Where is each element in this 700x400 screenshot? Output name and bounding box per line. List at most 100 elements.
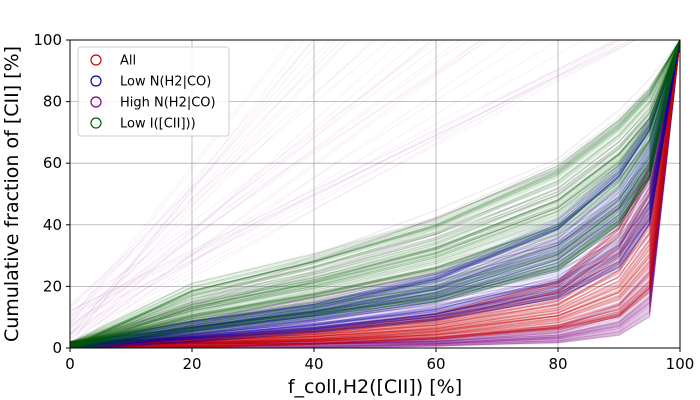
- curve-line: [70, 40, 680, 347]
- curve-line: [70, 40, 680, 346]
- curve-line: [70, 40, 680, 344]
- curve-line: [70, 40, 680, 348]
- curve-line: [70, 40, 680, 348]
- curve-line: [70, 40, 680, 344]
- legend-label: All: [120, 54, 136, 69]
- outlier-line: [70, 40, 637, 322]
- curve-line: [70, 40, 680, 348]
- outlier-line: [70, 40, 349, 328]
- curve-line: [70, 40, 680, 348]
- curve-line: [70, 40, 680, 348]
- curve-line: [70, 40, 680, 343]
- curve-line: [70, 40, 680, 348]
- curve-line: [70, 40, 680, 348]
- curve-line: [70, 40, 680, 348]
- curve-line: [70, 40, 680, 344]
- curve-line: [70, 40, 680, 348]
- curve-line: [70, 40, 680, 348]
- curve-line: [70, 40, 680, 348]
- curve-line: [70, 40, 680, 345]
- outlier-line: [70, 40, 619, 336]
- curve-line: [70, 40, 680, 343]
- curve-line: [70, 40, 680, 343]
- curve-line: [70, 40, 680, 347]
- curve-line: [70, 40, 680, 348]
- curve-line: [70, 40, 680, 343]
- curve-line: [70, 40, 680, 347]
- curve-line: [70, 40, 680, 348]
- curve-line: [70, 40, 680, 345]
- curve-line: [70, 40, 680, 348]
- outlier-curves: [70, 40, 637, 348]
- curve-line: [70, 40, 680, 343]
- curve-line: [70, 40, 680, 346]
- curve-line: [70, 40, 680, 347]
- curve-line: [70, 40, 680, 347]
- curve-line: [70, 40, 680, 348]
- curve-line: [70, 40, 680, 348]
- curve-line: [70, 40, 680, 346]
- curve-line: [70, 40, 680, 344]
- curve-line: [70, 40, 680, 348]
- curve-line: [70, 40, 680, 347]
- x-tick-label: 0: [65, 355, 75, 373]
- curve-line: [70, 40, 680, 345]
- curve-line: [70, 40, 680, 345]
- curve-line: [70, 40, 680, 348]
- curve-line: [70, 40, 680, 344]
- curve-line: [70, 40, 680, 344]
- curve-line: [70, 40, 680, 348]
- curve-line: [70, 40, 680, 348]
- outlier-line: [70, 40, 637, 338]
- curve-line: [70, 40, 680, 348]
- curve-line: [70, 40, 680, 348]
- curve-line: [70, 40, 680, 346]
- curve-line: [70, 40, 680, 346]
- y-tick-label: 20: [43, 277, 62, 295]
- curve-line: [70, 40, 680, 348]
- curve-line: [70, 40, 680, 343]
- curve-line: [70, 40, 680, 343]
- outlier-line: [70, 40, 337, 334]
- curve-line: [70, 40, 680, 348]
- curve-line: [70, 40, 680, 345]
- curve-line: [70, 40, 680, 348]
- curve-line: [70, 40, 680, 344]
- curve-line: [70, 40, 680, 348]
- curve-line: [70, 40, 680, 346]
- curve-line: [70, 40, 680, 346]
- curve-line: [70, 40, 680, 348]
- curve-line: [70, 40, 680, 347]
- curve-line: [70, 40, 680, 348]
- curve-line: [70, 40, 680, 348]
- curve-line: [70, 40, 680, 348]
- curve-line: [70, 40, 680, 348]
- curve-line: [70, 40, 680, 348]
- curve-line: [70, 40, 680, 343]
- curve-line: [70, 40, 680, 348]
- curve-line: [70, 40, 680, 348]
- curve-line: [70, 40, 680, 343]
- curve-line: [70, 40, 680, 347]
- curve-line: [70, 40, 680, 348]
- curve-line: [70, 40, 680, 343]
- curve-line: [70, 40, 680, 348]
- curve-line: [70, 40, 680, 345]
- curve-line: [70, 40, 680, 348]
- curve-line: [70, 40, 680, 343]
- curve-line: [70, 40, 680, 344]
- curve-line: [70, 40, 680, 343]
- outlier-line: [70, 40, 636, 312]
- curve-line: [70, 40, 680, 347]
- curve-line: [70, 40, 680, 344]
- curve-line: [70, 40, 680, 348]
- curve-line: [70, 40, 680, 346]
- curve-line: [70, 40, 680, 348]
- curve-line: [70, 40, 680, 348]
- curve-line: [70, 40, 680, 348]
- curve-line: [70, 40, 680, 347]
- curve-line: [70, 40, 680, 347]
- curve-line: [70, 40, 680, 345]
- curve-line: [70, 40, 680, 345]
- curve-line: [70, 40, 680, 344]
